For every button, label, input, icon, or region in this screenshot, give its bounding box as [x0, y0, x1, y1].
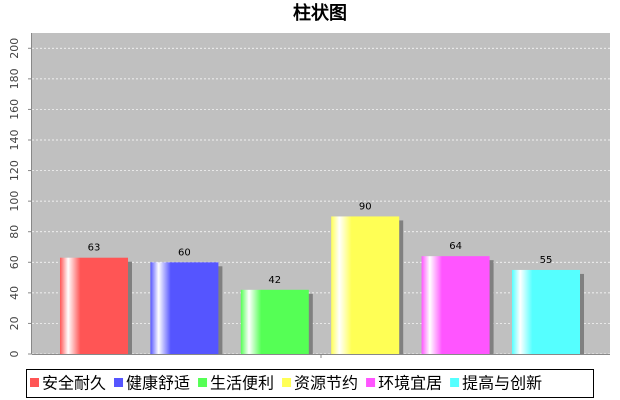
value-label: 64 — [449, 241, 462, 252]
chart-title: 柱状图 — [293, 2, 347, 24]
bar — [150, 262, 219, 354]
y-tick-label: 140 — [8, 130, 21, 151]
bar — [240, 289, 309, 354]
legend-swatch — [114, 378, 124, 387]
y-tick-label: 120 — [8, 160, 21, 181]
legend-label: 安全耐久 — [42, 374, 106, 393]
y-tick-label: 160 — [8, 99, 21, 120]
y-tick-label: 100 — [8, 191, 21, 212]
value-label: 55 — [540, 255, 553, 266]
legend-label: 环境宜居 — [378, 374, 442, 393]
value-label: 90 — [359, 201, 372, 212]
bar — [331, 216, 400, 354]
value-label: 63 — [88, 243, 101, 254]
y-tick-label: 40 — [8, 286, 21, 300]
legend-label: 提高与创新 — [462, 374, 542, 393]
legend-swatch — [198, 378, 208, 387]
y-tick-label: 60 — [8, 255, 21, 269]
y-tick-label: 0 — [8, 351, 21, 358]
bar — [512, 269, 580, 354]
legend-swatch — [366, 378, 376, 387]
value-label: 42 — [268, 275, 281, 286]
bar — [60, 257, 128, 354]
y-tick-label: 80 — [8, 225, 21, 239]
legend-label: 资源节约 — [294, 374, 358, 393]
legend-swatch — [450, 378, 460, 387]
y-tick-label: 20 — [8, 316, 21, 330]
legend-label: 生活便利 — [210, 374, 274, 393]
bar — [421, 256, 490, 354]
y-tick-label: 200 — [8, 38, 21, 59]
legend-swatch — [30, 378, 39, 387]
legend-swatch — [282, 378, 292, 387]
legend-label: 健康舒适 — [126, 374, 190, 393]
y-tick-label: 180 — [8, 68, 21, 89]
value-label: 60 — [178, 247, 191, 258]
